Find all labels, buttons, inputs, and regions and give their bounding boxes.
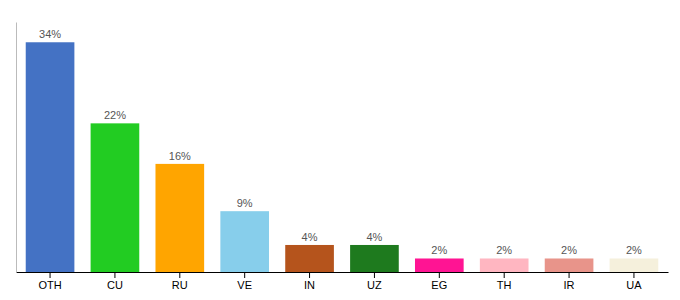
data-labels: 34% 22% 16% 9% 4% 4% 2% 2% 2% 2% [39,28,642,256]
data-label: 22% [104,109,126,121]
x-tick: UZ [367,272,382,291]
x-tick: OTH [38,272,61,291]
bar [155,164,204,272]
x-tick: UA [626,272,642,291]
bar [610,258,659,272]
x-tick-label: OTH [38,279,61,291]
x-tick-mark [504,272,505,278]
x-tick-label: UA [626,279,642,291]
x-tick-label: UZ [367,279,382,291]
x-tick-mark [179,272,180,278]
x-tick: RU [172,272,188,291]
x-tick-label: RU [172,279,188,291]
x-tick-mark [633,272,634,278]
x-tick: CU [107,272,123,291]
x-tick: IN [304,272,315,291]
bar [415,258,464,272]
y-axis [16,23,17,273]
x-tick: TH [497,272,512,291]
x-axis-line [17,272,669,273]
bar [285,245,334,272]
x-tick-label: VE [237,279,252,291]
x-tick-mark [309,272,310,278]
x-tick: VE [237,272,252,291]
data-label: 9% [237,197,253,209]
x-tick-label: IR [564,279,575,291]
plot: OTH CU RU VE IN UZ EG TH IR UA 34% 22% 16% 9% 4% 4% 2% 2%… [17,23,669,291]
bar [91,123,140,272]
x-tick-mark [374,272,375,278]
x-tick-mark [439,272,440,278]
x-tick-label: IN [304,279,315,291]
data-label: 2% [561,244,577,256]
x-tick-mark [50,272,51,278]
bar [480,258,529,272]
bar [220,211,269,272]
bars [26,42,659,272]
x-tick-mark [244,272,245,278]
x-tick-label: EG [431,279,447,291]
data-label: 4% [302,231,318,243]
bar [545,258,594,272]
x-tick-mark [569,272,570,278]
x-tick: IR [564,272,575,291]
chart: OTH CU RU VE IN UZ EG TH IR UA 34% 22% 16% 9% 4% 4% 2% 2%… [0,0,680,300]
data-label: 2% [626,244,642,256]
x-tick-mark [114,272,115,278]
x-tick-label: CU [107,279,123,291]
data-label: 4% [366,231,382,243]
data-label: 2% [496,244,512,256]
bar [350,245,399,272]
x-tick: EG [431,272,447,291]
x-tick-label: TH [497,279,512,291]
data-label: 16% [169,150,191,162]
bar [26,42,75,272]
data-label: 34% [39,28,61,40]
y-axis-line [16,23,17,273]
data-label: 2% [431,244,447,256]
x-axis: OTH CU RU VE IN UZ EG TH IR UA [17,272,669,291]
